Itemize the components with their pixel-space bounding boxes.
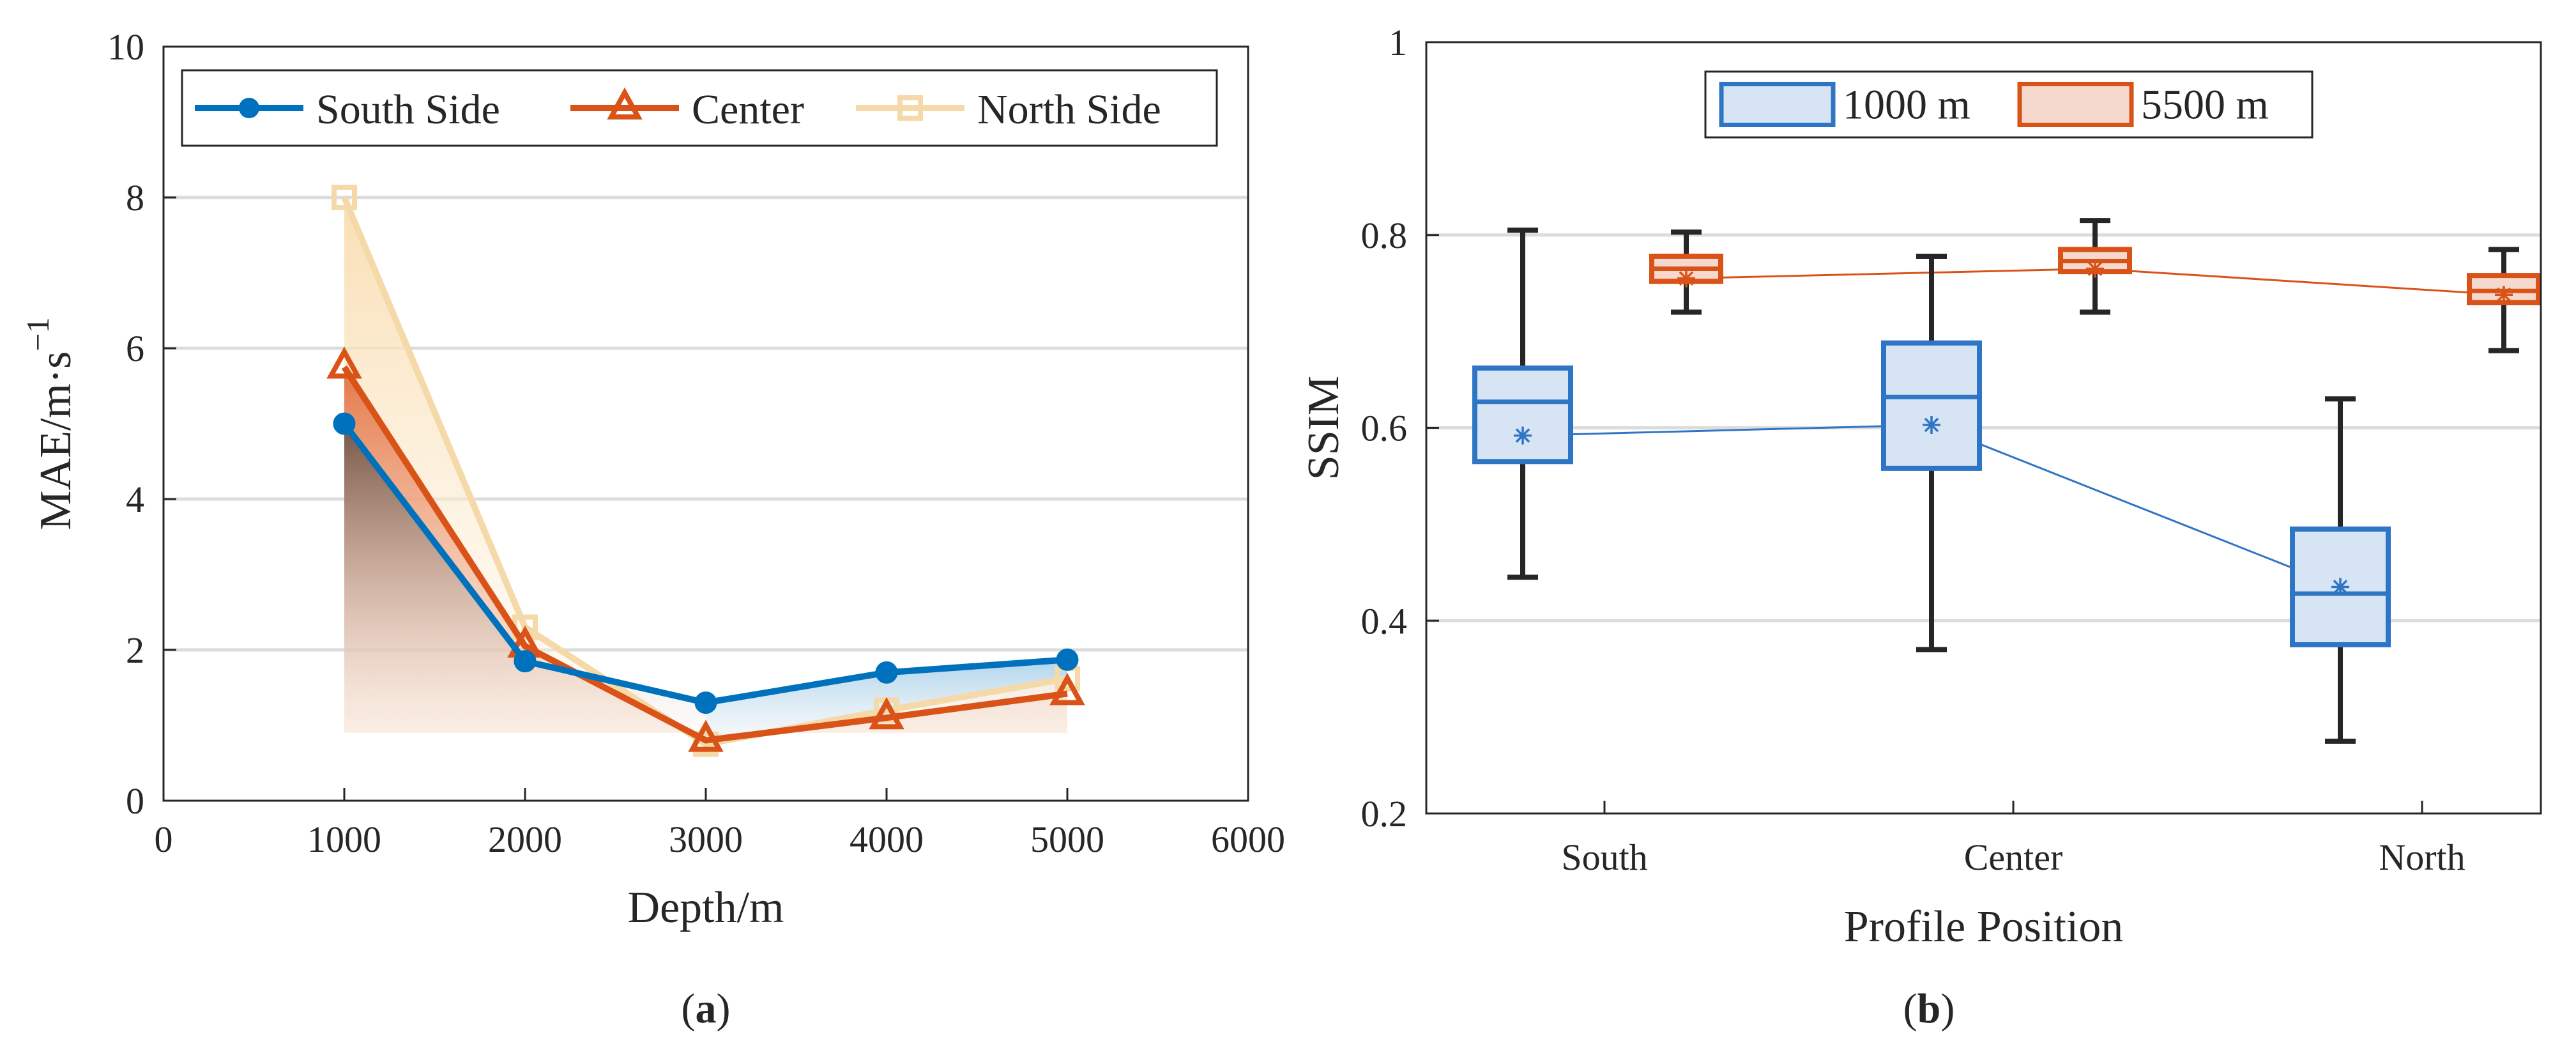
a-caption-part: )	[717, 985, 731, 1032]
b-y-axis-label: SSIM	[1299, 376, 1348, 480]
a-legend-marker	[897, 95, 923, 121]
a-x-tick-label: 4000	[850, 819, 924, 860]
a-y-axis-label: MAE/m·s−1	[20, 317, 80, 530]
a-x-tick-label: 0	[155, 819, 173, 860]
a-point-center	[688, 720, 724, 752]
a-x-tick-label: 2000	[488, 819, 562, 860]
b-y-tick-label: 0.4	[1361, 600, 1408, 642]
a-y-tick-label: 10	[107, 26, 144, 68]
a-gridlines	[164, 196, 1248, 652]
b-box-iqr	[1472, 365, 1573, 465]
a-legend-item-center: Center	[570, 86, 804, 133]
b-mean-marker	[1514, 426, 1532, 445]
ssim-boxplot-chart: South Center North 0.2 0.4 0.6 0.8 1 Profile Po…	[1299, 22, 2542, 1032]
b-caption-part: )	[1940, 985, 1955, 1032]
a-axes-frame	[162, 45, 1249, 802]
b-legend-swatch	[1719, 82, 1836, 127]
a-y-tick-label: 2	[126, 629, 144, 671]
a-point-south-side	[694, 691, 717, 714]
a-legend-item-north-side: North Side	[856, 86, 1161, 133]
a-x-axis-label: Depth/m	[628, 883, 784, 932]
b-caption-part: (	[1903, 985, 1917, 1032]
b-box-center-1000-m	[1881, 253, 1982, 652]
a-x-tick-label: 3000	[669, 819, 743, 860]
a-legend: South Side Center North Side	[181, 69, 1218, 147]
b-ticks: South Center North 0.2 0.4 0.6 0.8 1	[1361, 22, 2465, 878]
mae-depth-chart: 0 1000 2000 3000 4000 5000 6000 0 2 4 6 8 10 Depth/m…	[20, 26, 1285, 1032]
b-mean-marker	[2086, 259, 2104, 278]
a-area-fills	[344, 197, 1067, 744]
b-legend: 1000 m 5500 m	[1704, 70, 2313, 139]
b-legend-swatch	[2017, 82, 2134, 127]
b-box-iqr	[1881, 340, 1982, 471]
b-legend-label: 5500 m	[2141, 82, 2269, 128]
b-x-axis-label: Profile Position	[1844, 902, 2124, 952]
b-x-tick-label-center: Center	[1964, 836, 2063, 878]
b-mean-marker-stroke	[2496, 287, 2511, 302]
a-caption-part: (	[682, 985, 696, 1032]
a-y-axis-label-exponent: −1	[20, 317, 56, 351]
a-x-tick-label: 6000	[1211, 819, 1285, 860]
a-point-south-side	[875, 661, 898, 684]
b-mean-marker	[1677, 269, 1695, 288]
b-legend-label: 1000 m	[1843, 82, 1970, 128]
a-legend-label: North Side	[977, 86, 1161, 133]
a-line-center	[341, 365, 1068, 744]
b-x-tick-label-south: South	[1561, 836, 1647, 878]
b-box-north-5500-m	[2467, 247, 2541, 353]
b-mean-marker	[2495, 286, 2513, 304]
b-y-tick-label: 0.2	[1361, 793, 1408, 835]
a-point-center	[326, 346, 362, 379]
b-mean-marker	[1923, 415, 1940, 434]
a-caption: (a)	[682, 985, 731, 1032]
a-legend-marker	[239, 98, 259, 118]
b-mean-marker	[2331, 578, 2349, 596]
a-point-south-side	[1056, 648, 1079, 671]
a-x-tick-label: 1000	[307, 819, 381, 860]
b-mean-marker-stroke	[1679, 271, 1694, 286]
a-y-tick-label: 4	[126, 479, 144, 520]
a-series	[326, 185, 1085, 757]
b-mean-marker-stroke	[2333, 580, 2348, 594]
b-y-tick-label: 1	[1389, 22, 1407, 63]
a-point-south-side	[514, 650, 537, 673]
b-mean-marker-stroke	[2087, 261, 2103, 276]
a-legend-label: Center	[692, 86, 804, 133]
b-box-south-5500-m	[1649, 229, 1723, 315]
a-legend-item-south-side: South Side	[195, 86, 500, 133]
b-y-tick-label: 0.6	[1361, 408, 1408, 449]
a-y-tick-label: 0	[126, 780, 144, 822]
a-point-center	[1049, 673, 1085, 705]
b-legend-item-1000-m: 1000 m	[1719, 82, 1970, 128]
a-y-tick-label: 6	[126, 328, 144, 369]
b-caption-part: b	[1917, 985, 1941, 1032]
b-box-center-5500-m	[2058, 218, 2132, 315]
a-point-north-side	[332, 185, 357, 210]
a-series-south-side	[333, 412, 1079, 714]
b-mean-marker-stroke	[1924, 417, 1939, 433]
b-x-tick-label-north: North	[2379, 836, 2465, 878]
a-point-south-side	[333, 412, 356, 435]
b-legend-item-5500-m: 5500 m	[2017, 82, 2269, 128]
a-legend-marker	[607, 87, 643, 119]
b-box-south-1000-m	[1472, 227, 1573, 580]
b-y-tick-label: 0.8	[1361, 215, 1408, 256]
a-ticks: 0 1000 2000 3000 4000 5000 6000 0 2 4 6 8 10	[107, 26, 1285, 860]
a-line-north-side	[341, 196, 1068, 748]
a-legend-label: South Side	[316, 86, 500, 133]
b-boxes	[1472, 218, 2541, 744]
a-caption-part: a	[696, 985, 717, 1032]
a-point-center	[869, 697, 904, 730]
a-y-tick-label: 8	[126, 177, 144, 219]
a-legend-box	[181, 69, 1218, 147]
b-mean-marker-stroke	[1515, 428, 1530, 443]
a-x-tick-label: 5000	[1030, 819, 1104, 860]
b-box-north-1000-m	[2290, 396, 2391, 744]
b-caption: (b)	[1903, 985, 1955, 1032]
a-y-axis-label-base: MAE/m·s	[31, 351, 80, 530]
